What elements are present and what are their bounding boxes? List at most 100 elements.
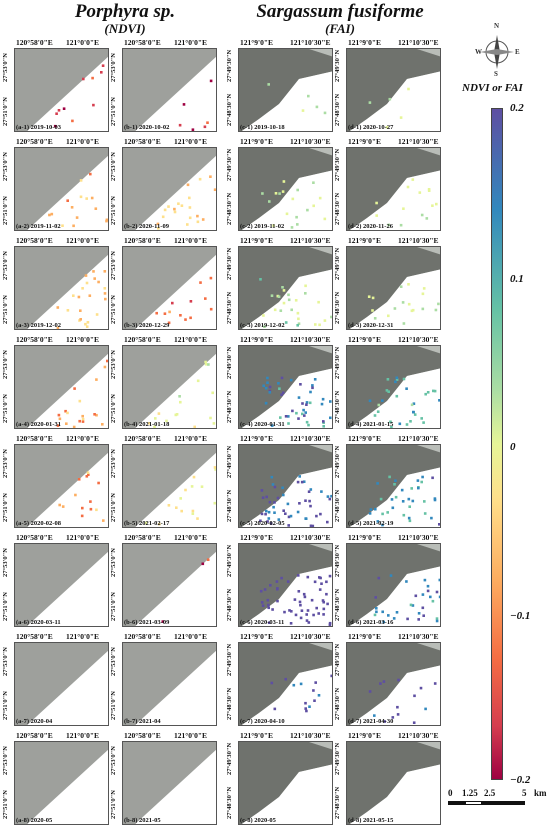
culture-pixel — [196, 214, 199, 218]
culture-pixel — [322, 600, 325, 604]
panel-caption: (d-4) 2021-01-15 — [348, 421, 394, 428]
culture-pixel — [261, 496, 265, 499]
x-tick-label: 120°58'0"E — [124, 533, 161, 542]
culture-pixel — [286, 580, 290, 583]
culture-pixel — [287, 415, 290, 418]
compass: N S W E — [475, 22, 520, 78]
panel-caption: (d-8) 2021-05-15 — [348, 817, 394, 824]
culture-pixel — [300, 609, 304, 612]
culture-pixel — [407, 87, 410, 91]
culture-pixel — [81, 287, 84, 290]
culture-pixel — [64, 409, 67, 413]
culture-pixel — [173, 210, 177, 214]
culture-pixel — [70, 206, 74, 209]
culture-pixel — [328, 621, 332, 625]
culture-pixel — [377, 403, 381, 407]
culture-pixel — [323, 111, 327, 115]
satellite-map — [238, 741, 333, 825]
culture-pixel — [318, 576, 321, 579]
compass-rose-icon — [480, 35, 514, 69]
culture-pixel — [56, 424, 60, 427]
y-tick-label: 27°51'0"N — [2, 592, 9, 621]
land-area — [123, 148, 216, 230]
x-tick-label: 121°9'0"E — [348, 38, 381, 47]
culture-pixel — [312, 181, 315, 184]
culture-pixel — [296, 311, 300, 315]
land-area — [239, 445, 332, 527]
y-tick-label: 27°48'30"N — [226, 291, 233, 324]
panel-caption: (b-7) 2021-04 — [124, 718, 161, 725]
culture-pixel — [405, 387, 408, 390]
compass-w: W — [475, 48, 482, 56]
culture-pixel — [301, 109, 305, 112]
culture-pixel — [189, 300, 193, 303]
map-layer — [123, 49, 216, 131]
culture-pixel — [395, 378, 399, 381]
culture-pixel — [154, 417, 157, 420]
y-tick-label: 27°48'30"N — [334, 786, 341, 819]
satellite-map — [238, 147, 333, 231]
culture-pixel — [268, 385, 272, 389]
x-tick-label: 121°9'0"E — [240, 137, 273, 146]
culture-pixel — [163, 208, 167, 212]
culture-pixel — [433, 498, 437, 502]
satellite-map — [346, 741, 441, 825]
map-panel: 121°9'0"E 121°10'30"E 27°49'30"N 27°48'30"N… — [226, 731, 333, 825]
x-tick-label: 121°10'30"E — [290, 533, 331, 542]
culture-pixel — [426, 584, 430, 588]
culture-pixel — [395, 394, 399, 398]
culture-pixel — [381, 523, 384, 527]
culture-pixel — [270, 475, 274, 479]
land-area — [123, 742, 216, 824]
y-tick-label: 27°48'30"N — [226, 687, 233, 720]
panel-caption: (b-4) 2021-01-18 — [124, 421, 170, 428]
y-tick-label: 27°53'0"N — [110, 746, 117, 775]
culture-pixel — [209, 175, 212, 178]
culture-pixel — [319, 512, 322, 516]
culture-pixel — [84, 322, 87, 326]
sea-area — [349, 566, 440, 626]
culture-pixel — [401, 301, 405, 304]
culture-pixel — [79, 179, 83, 182]
satellite-map — [238, 543, 333, 627]
culture-pixel — [292, 683, 296, 687]
culture-pixel — [175, 506, 178, 509]
culture-pixel — [412, 721, 416, 724]
culture-pixel — [260, 489, 264, 492]
culture-pixel — [407, 497, 411, 501]
culture-pixel — [429, 595, 432, 599]
culture-pixel — [400, 488, 404, 492]
x-tick-label: 121°10'30"E — [290, 632, 331, 641]
culture-pixel — [432, 389, 435, 393]
culture-pixel — [265, 509, 268, 513]
colorbar-upper-label: 0.1 — [510, 273, 524, 285]
culture-pixel — [103, 270, 107, 273]
sea-area — [349, 368, 440, 428]
panel-caption: (c-2) 2019-11-02 — [240, 223, 285, 230]
culture-pixel — [302, 592, 306, 596]
y-tick-label: 27°51'0"N — [110, 691, 117, 720]
culture-pixel — [387, 223, 390, 227]
culture-pixel — [307, 423, 310, 427]
culture-pixel — [330, 674, 332, 678]
culture-pixel — [204, 360, 207, 364]
culture-pixel — [186, 183, 190, 187]
x-tick-label: 121°10'30"E — [398, 236, 439, 245]
culture-pixel — [411, 308, 415, 312]
panel-caption: (d-3) 2020-12-31 — [348, 322, 394, 329]
culture-pixel — [299, 616, 303, 620]
x-tick-label: 120°58'0"E — [16, 137, 53, 146]
culture-pixel — [268, 391, 272, 394]
y-tick-label: 27°48'30"N — [334, 192, 341, 225]
culture-pixel — [85, 475, 89, 478]
map-layer — [15, 49, 108, 131]
culture-pixel — [301, 402, 304, 405]
x-tick-label: 121°0'0"E — [174, 533, 207, 542]
culture-pixel — [209, 416, 212, 420]
land-area — [239, 742, 332, 824]
x-tick-label: 120°58'0"E — [124, 731, 161, 740]
culture-pixel — [281, 391, 285, 395]
culture-pixel — [278, 192, 281, 195]
sargassum-title-main: Sargassum fusiforme — [256, 1, 424, 22]
land-area — [347, 148, 440, 230]
